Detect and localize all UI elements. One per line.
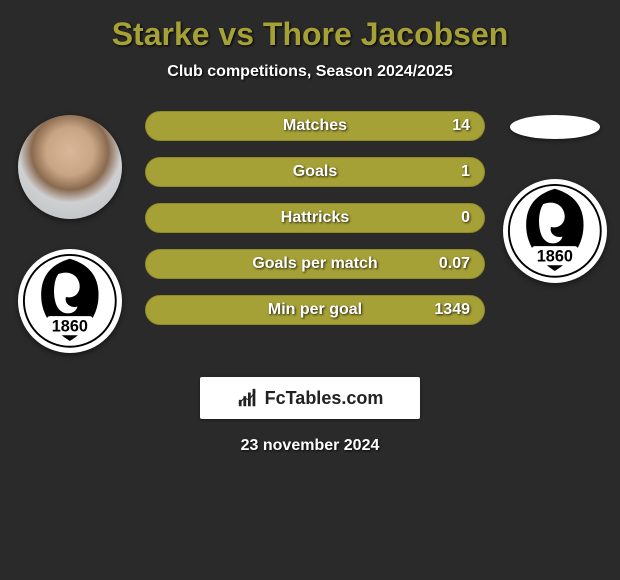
main-row: 1860 Matches 14 Goals 1 Hattricks 0 Goal… — [0, 111, 620, 353]
club-badge-icon: 1860 — [507, 183, 603, 279]
brand-box: FcTables.com — [200, 377, 420, 419]
stat-label: Min per goal — [268, 301, 362, 319]
stat-label: Goals per match — [252, 255, 377, 273]
page-subtitle: Club competitions, Season 2024/2025 — [0, 63, 620, 81]
stat-bar-hattricks: Hattricks 0 — [145, 203, 485, 233]
stat-bar-goals: Goals 1 — [145, 157, 485, 187]
stat-label: Hattricks — [281, 209, 349, 227]
page-title: Starke vs Thore Jacobsen — [0, 16, 620, 53]
stat-value: 1349 — [434, 301, 470, 319]
stats-column: Matches 14 Goals 1 Hattricks 0 Goals per… — [145, 111, 485, 325]
stat-value: 0.07 — [439, 255, 470, 273]
right-player-avatar-placeholder — [510, 115, 600, 139]
date-text: 23 november 2024 — [241, 437, 380, 455]
right-player-column: 1860 — [505, 115, 605, 283]
footer: FcTables.com 23 november 2024 — [0, 377, 620, 455]
club-year: 1860 — [537, 248, 573, 266]
stat-value: 14 — [452, 117, 470, 135]
stat-label: Matches — [283, 117, 347, 135]
stat-bar-min-per-goal: Min per goal 1349 — [145, 295, 485, 325]
brand-text: FcTables.com — [265, 388, 384, 409]
right-club-badge: 1860 — [503, 179, 607, 283]
bar-chart-icon — [237, 387, 259, 409]
left-player-avatar — [18, 115, 122, 219]
stat-label: Goals — [293, 163, 337, 181]
left-club-badge: 1860 — [18, 249, 122, 353]
stat-value: 1 — [461, 163, 470, 181]
left-player-column: 1860 — [15, 115, 125, 353]
club-badge-icon: 1860 — [22, 253, 118, 349]
stat-value: 0 — [461, 209, 470, 227]
stat-bar-goals-per-match: Goals per match 0.07 — [145, 249, 485, 279]
infographic-container: Starke vs Thore Jacobsen Club competitio… — [0, 0, 620, 580]
club-year: 1860 — [52, 318, 88, 336]
stat-bar-matches: Matches 14 — [145, 111, 485, 141]
